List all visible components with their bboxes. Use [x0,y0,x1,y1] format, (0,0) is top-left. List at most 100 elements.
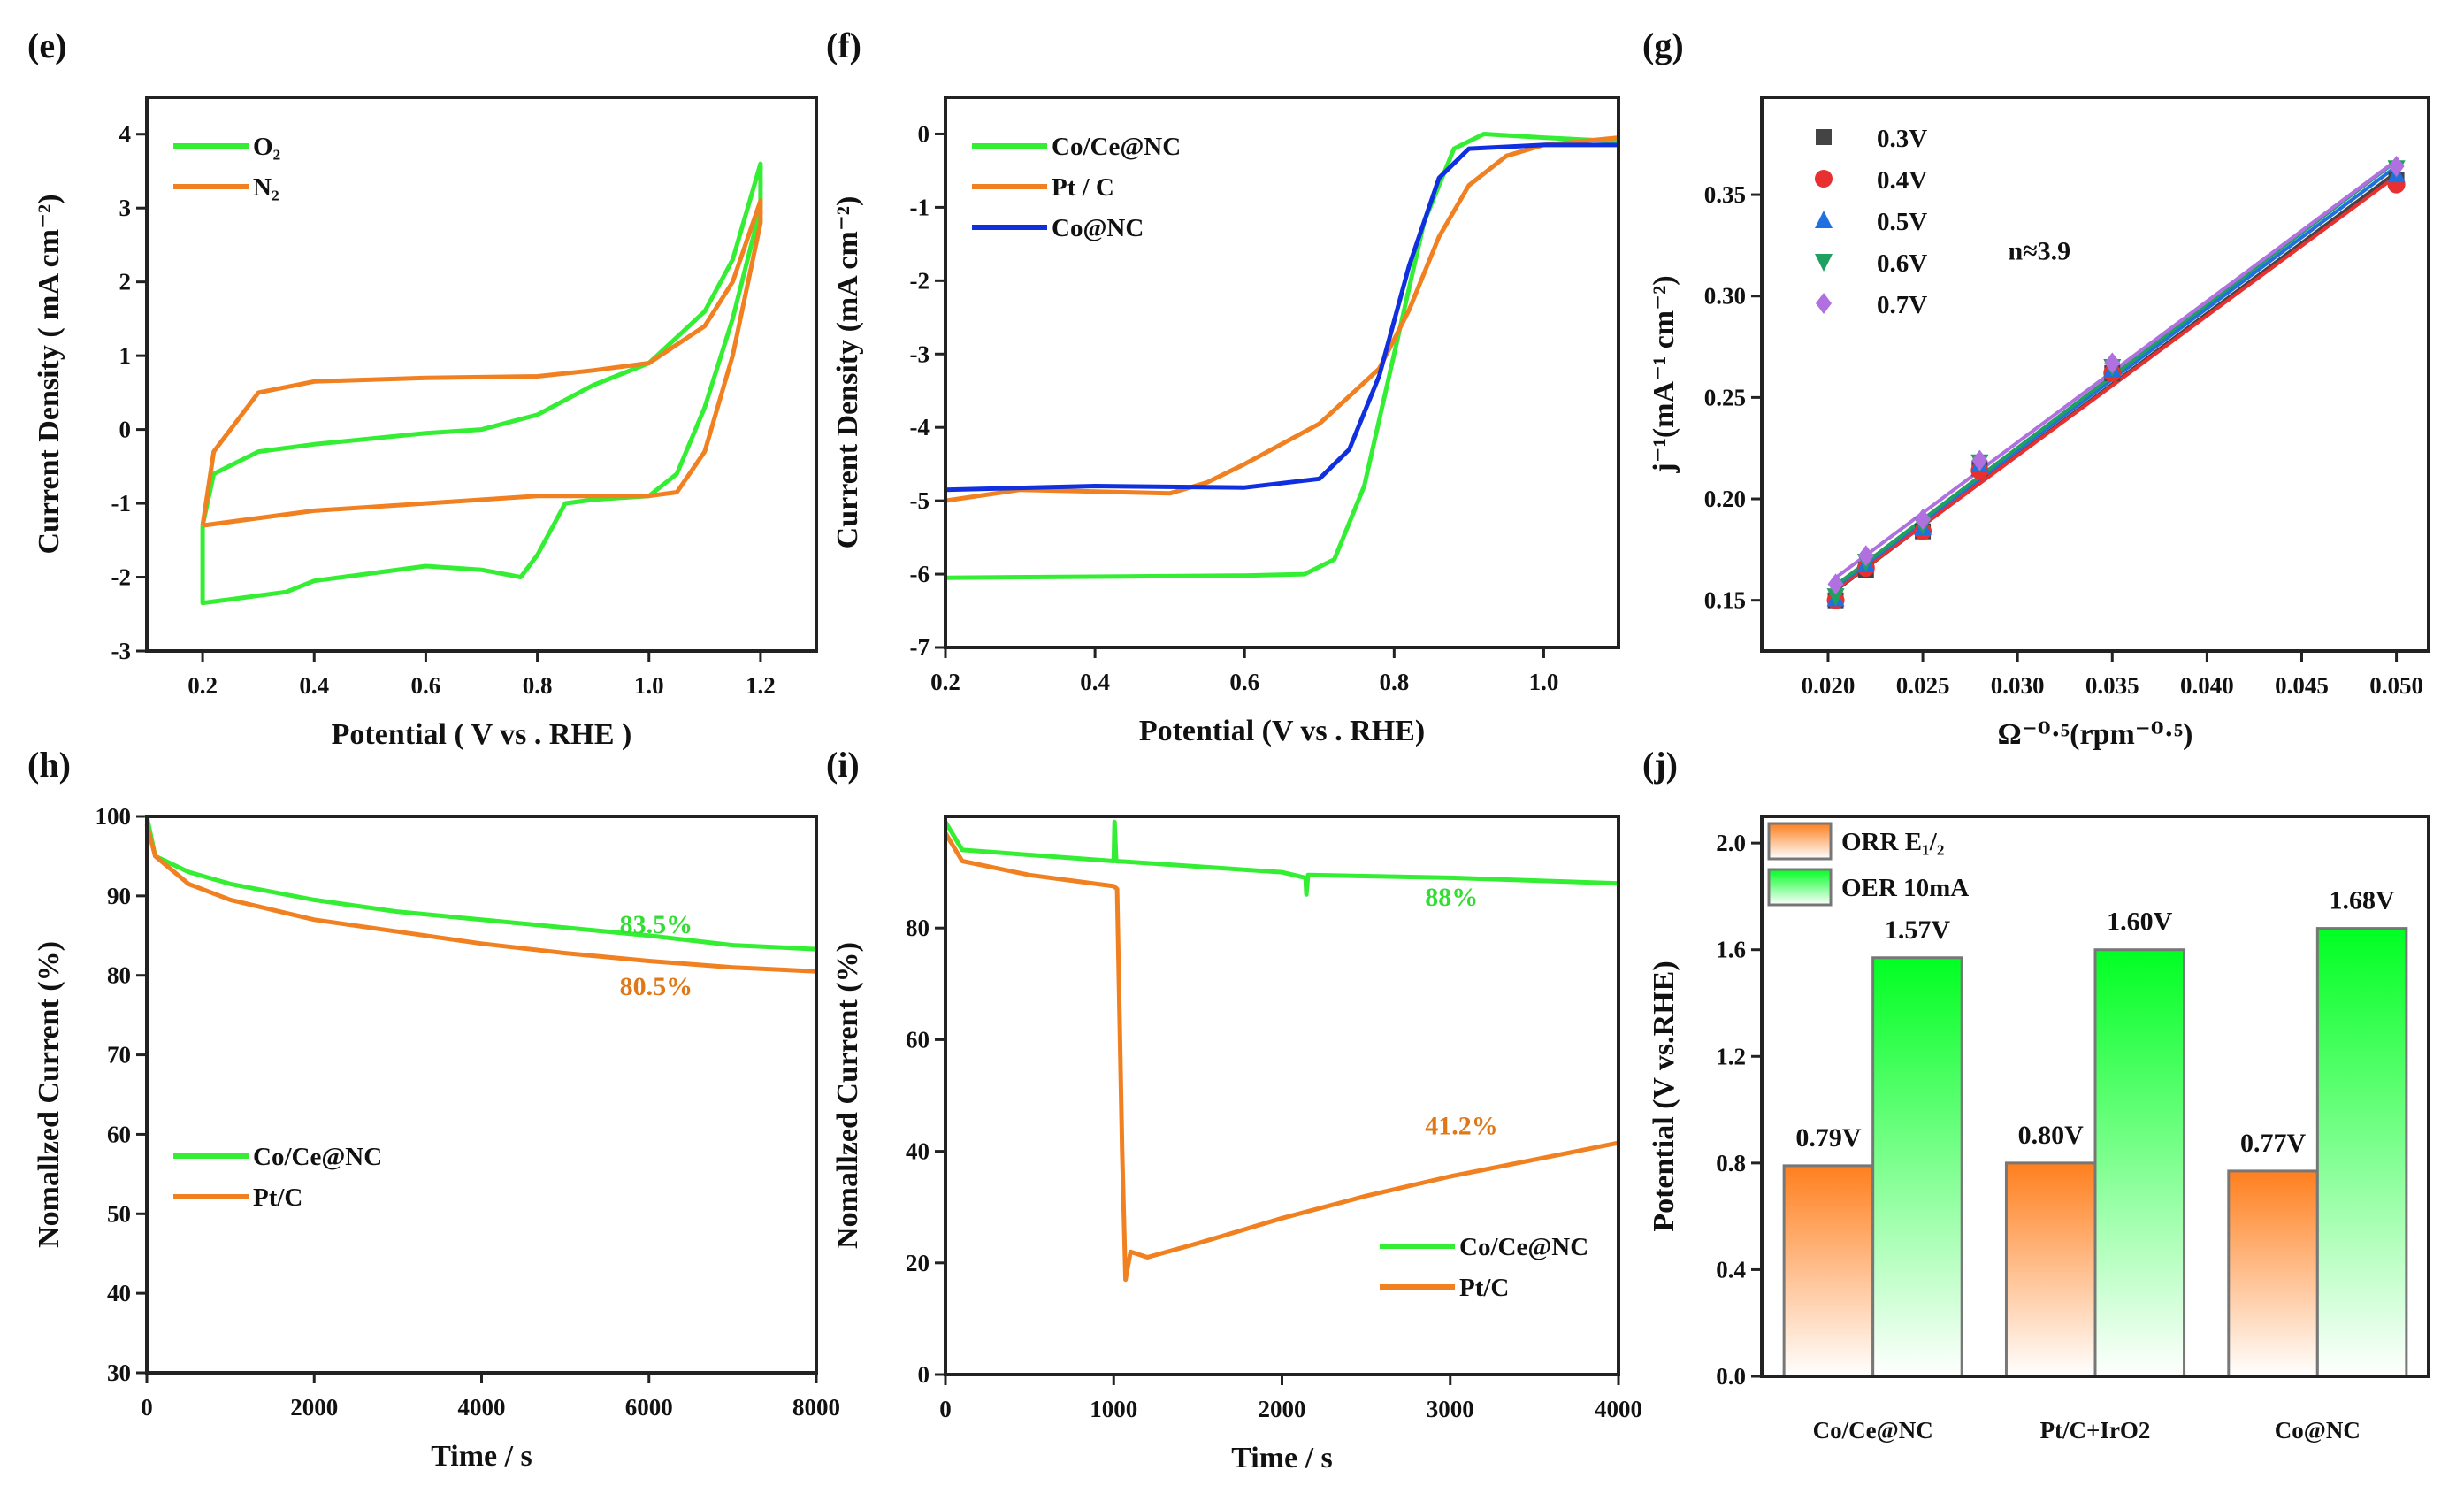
legend: Co/Ce@NC Pt/C [173,1143,382,1212]
legend-label: 0.6V [1877,249,1927,278]
legend-label: 0.7V [1877,291,1927,319]
y-tick-label: 0.15 [1704,587,1746,614]
y-tick-label: 80 [107,962,131,989]
y-axis-label: Potential (V vs.RHE) [1648,961,1680,1231]
legend: ORR E₁/₂ OER 10mA [1767,822,1969,907]
y-tick-label: 0 [918,120,930,147]
y-tick-label: -5 [910,487,930,514]
x-axis-label: Time / s [1231,1442,1333,1474]
panel-j: (j) 0.0 0.4 0.8 1.2 1.6 2.0 Potential (V vs.RHE… [1642,745,2430,1444]
x-tick-label: 0.8 [523,672,553,699]
legend: O₂ N₂ [173,133,280,202]
y-tick-label: 0.4 [1716,1256,1746,1283]
y-tick-label: -1 [910,194,930,220]
x-tick-label: 0.050 [2369,672,2423,699]
x-tick-label: 1000 [1090,1396,1137,1422]
x-tick-label: 3000 [1427,1396,1474,1422]
plot-frame [145,815,818,1375]
x-tick-label: 1.0 [1529,669,1559,695]
series-line [943,831,1619,1283]
panel-i: (i) 0 20 40 60 80 0 1000 2000 3000 4000 Nomallzed C… [826,745,1642,1474]
y-tick-label: 4 [119,121,132,148]
series-line [943,819,1619,897]
y-tick-label: -3 [111,638,132,664]
plot-frame [1760,96,2430,653]
x-tick-label: 8000 [792,1394,840,1421]
plot-frame [944,96,1620,649]
x-tick-label: 0.4 [1080,669,1110,695]
legend-marker [1816,293,1832,314]
y-tick-label: 0.8 [1716,1150,1746,1176]
y-tick-label: 0.30 [1704,283,1746,310]
series-line [144,823,817,974]
x-tick-label: 0 [141,1394,153,1421]
bar [1871,956,1963,1378]
y-tick-label: 0.20 [1704,486,1746,512]
plot-frame [145,96,818,653]
x-tick-label: 0.030 [1991,672,2045,699]
panel-label: (j) [1642,745,1678,785]
y-tick-label: 40 [107,1280,131,1306]
annotation: 41.2% [1425,1112,1498,1141]
data-point [1915,508,1932,530]
y-axis-label: Nomallzed Current (%) [33,941,65,1248]
annotation: 80.5% [620,972,693,1001]
y-tick-label: 30 [107,1359,131,1386]
y-tick-label: 90 [107,883,131,909]
legend: Co/Ce@NC Pt / C Co@NC [972,133,1181,242]
bar-value-label: 0.80V [2018,1121,2085,1150]
y-tick-label: 20 [906,1250,930,1276]
x-tick-label: 0.035 [2085,672,2139,699]
data-point [1857,545,1874,567]
y-tick-label: 100 [96,803,132,830]
plot-frame [1760,815,2430,1378]
x-tick-label: 0.6 [411,672,441,699]
plot-frame [944,815,1620,1376]
legend-label: OER 10mA [1841,874,1969,902]
legend-marker [1815,211,1833,228]
legend-label: 0.4V [1877,166,1927,195]
legend-label: Co/Ce@NC [1459,1233,1588,1261]
legend-marker [1815,254,1833,272]
y-tick-label: 1.2 [1716,1043,1746,1069]
y-tick-label: -3 [910,341,930,367]
y-tick-label: 1.6 [1716,937,1746,963]
panel-label: (f) [826,26,861,65]
series-line [200,198,763,528]
y-tick-label: 2.0 [1716,830,1746,856]
panel-label: (g) [1642,26,1684,65]
legend-marker [1816,129,1832,145]
legend-label: 0.3V [1877,125,1927,153]
y-tick-label: 0.25 [1704,384,1746,410]
x-tick-label: 0.020 [1802,672,1856,699]
bar-value-label: 1.57V [1885,915,1951,945]
x-tick-label: 0 [939,1396,952,1422]
legend-label: O₂ [253,133,280,161]
legend-label: Pt/C [253,1183,302,1212]
bar [2004,1161,2097,1378]
x-tick-label: 0.6 [1229,669,1259,695]
annotation: 88% [1425,883,1478,912]
y-tick-label: 1 [119,342,132,369]
panel-label: (i) [826,745,860,785]
x-tick-label: 1.2 [746,672,776,699]
bar-value-label: 1.68V [2330,886,2396,915]
data-point [2104,352,2121,374]
x-tick-label: 6000 [625,1394,673,1421]
legend-label: Co@NC [1052,214,1144,242]
panel-f: (f) -7 -6 -5 -4 -3 -2 -1 0 0.2 0.4 0.6 0.8 1.0 Current… [826,26,1620,747]
series-line [144,816,817,952]
x-tick-label: 0.2 [187,672,218,699]
data-point [1971,449,1988,471]
panel-label: (e) [27,26,66,65]
x-tick-label: 0.2 [930,669,960,695]
series-line [945,142,1618,493]
y-tick-label: 3 [119,195,132,221]
x-tick-label: 4000 [458,1394,506,1421]
y-tick-label: 70 [107,1042,131,1068]
x-axis-label: Potential ( V vs . RHE ) [332,718,632,751]
legend-swatch [1767,822,1833,861]
legend-swatch [1767,868,1833,907]
legend-label: N₂ [253,173,279,202]
